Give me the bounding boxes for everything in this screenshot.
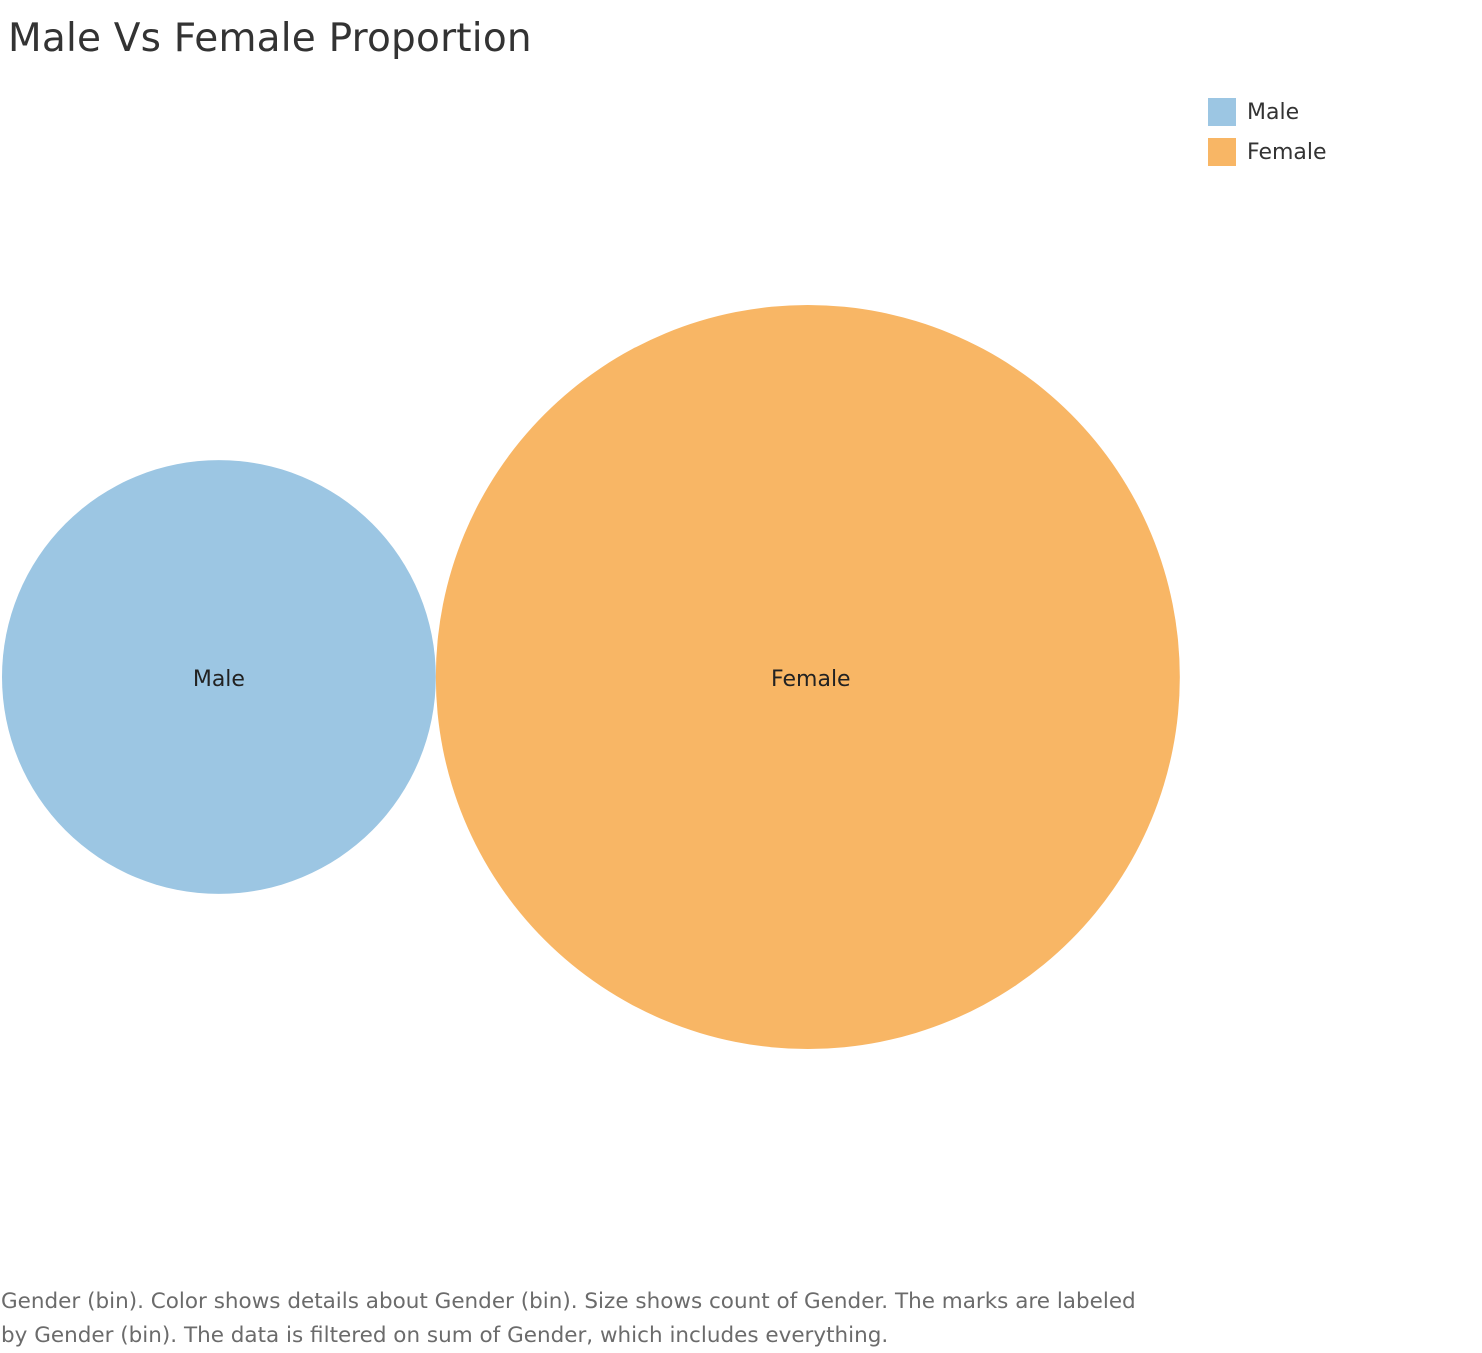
bubble-male[interactable]	[2, 460, 436, 894]
legend: Male Female	[1208, 92, 1327, 172]
bubble-label-male: Male	[193, 667, 245, 692]
legend-item-male[interactable]: Male	[1208, 92, 1327, 132]
legend-label-male: Male	[1247, 99, 1300, 125]
legend-swatch-female	[1208, 138, 1236, 166]
chart-caption: Gender (bin). Color shows details about …	[1, 1289, 1136, 1348]
legend-label-female: Female	[1247, 139, 1327, 165]
bubble-label-female: Female	[771, 667, 851, 692]
chart-title: Male Vs Female Proportion	[8, 16, 532, 61]
bubble-female[interactable]	[435, 305, 1180, 1049]
legend-swatch-male	[1208, 98, 1236, 126]
legend-item-female[interactable]: Female	[1208, 132, 1327, 172]
